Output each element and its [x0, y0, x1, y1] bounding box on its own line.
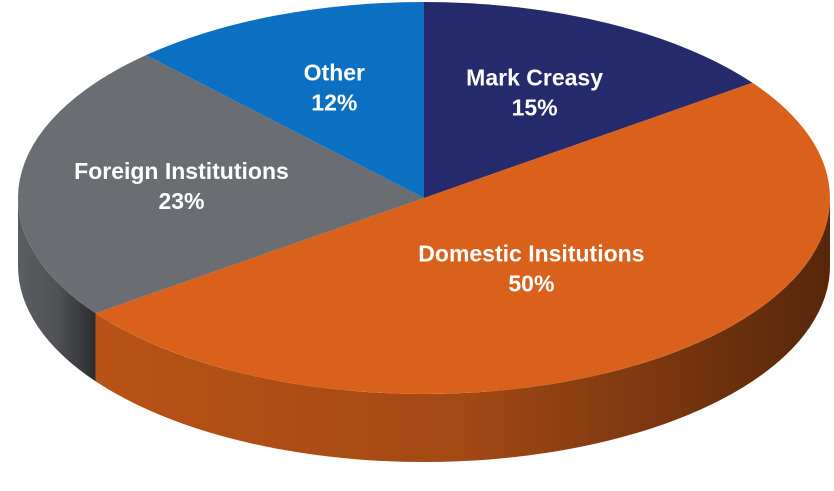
slice-label: Foreign Institutions	[74, 158, 289, 184]
slice	[146, 2, 425, 198]
slice-label: Domestic Insitutions	[418, 240, 644, 266]
slice-side-shade	[18, 198, 96, 382]
slice	[95, 82, 830, 394]
slice-value-label: 12%	[311, 90, 357, 116]
slice-value-label: 15%	[512, 94, 558, 120]
slice-value-label: 23%	[158, 188, 204, 214]
slice	[18, 55, 425, 314]
slice-value-label: 50%	[508, 270, 554, 296]
slice-label: Other	[304, 60, 365, 86]
slice-side-shade	[95, 198, 830, 462]
slice-label: Mark Creasy	[466, 64, 603, 90]
slice	[424, 2, 753, 198]
